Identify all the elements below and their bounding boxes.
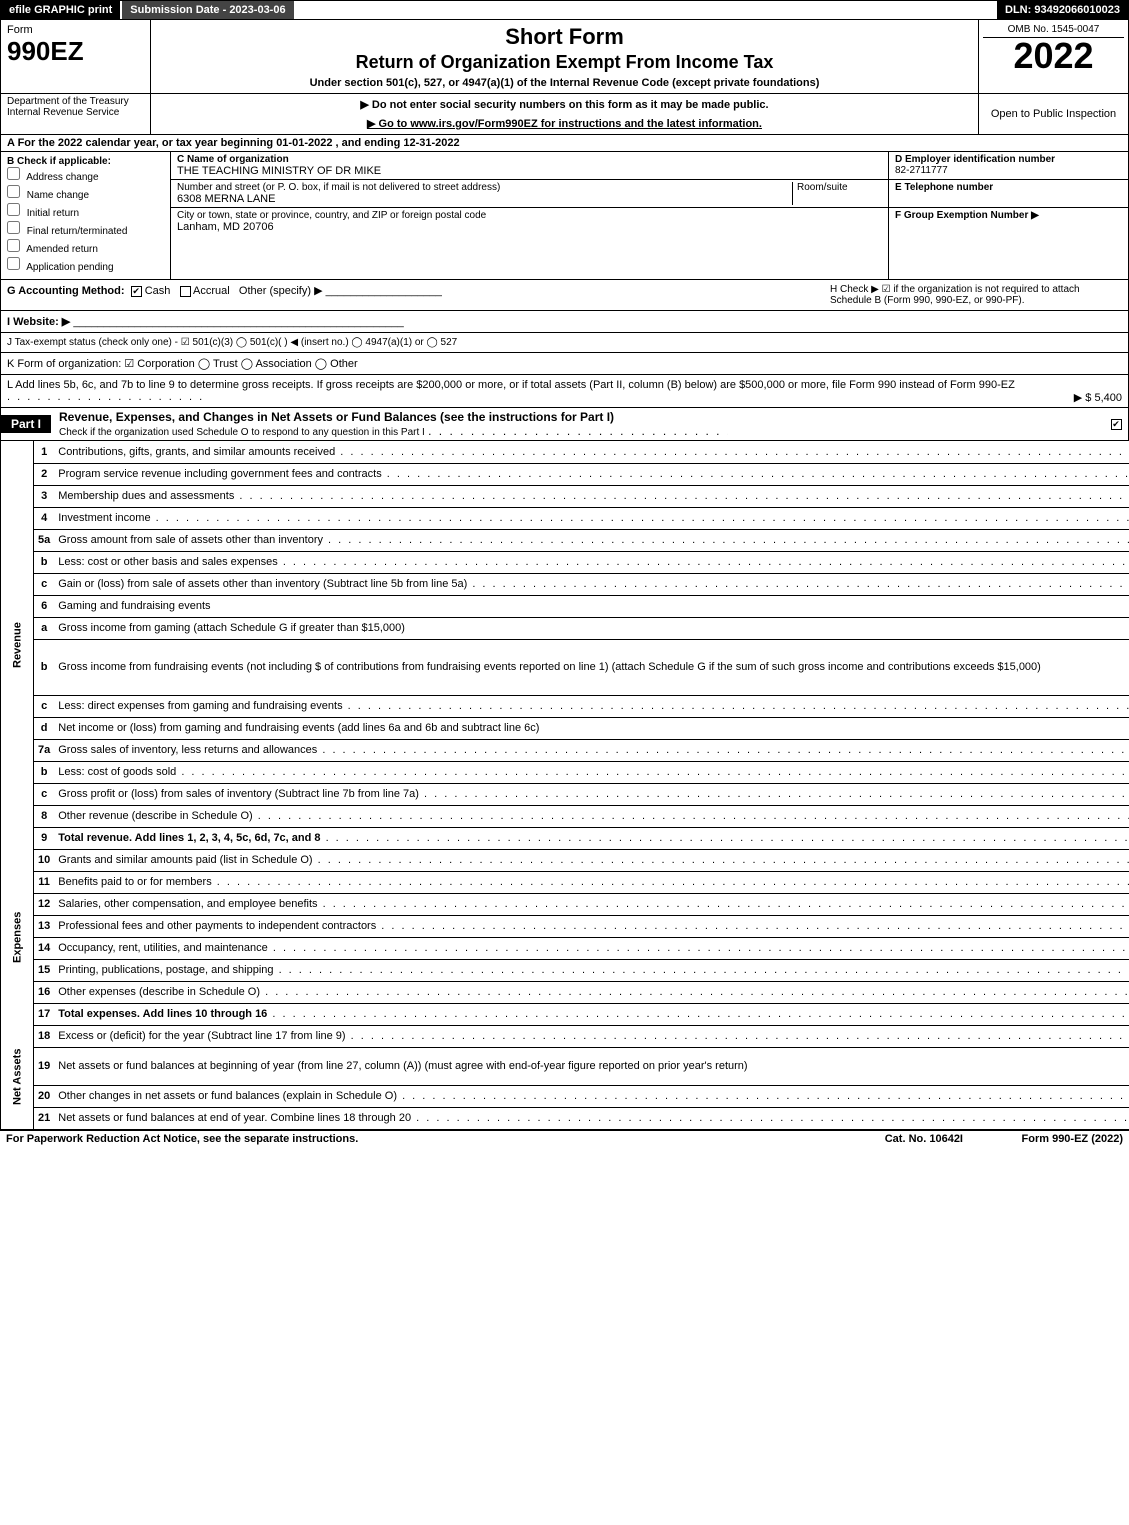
line-15-desc: Printing, publications, postage, and shi… [58, 964, 273, 976]
department-label: Department of the Treasury Internal Reve… [1, 94, 151, 134]
line-14-desc: Occupancy, rent, utilities, and maintena… [58, 942, 268, 954]
line-1-desc: Contributions, gifts, grants, and simila… [58, 446, 335, 458]
line-4-desc: Investment income [58, 512, 150, 524]
short-form-title: Short Form [159, 24, 970, 50]
header-right: OMB No. 1545-0047 2022 [978, 20, 1128, 93]
chk-accrual[interactable] [180, 286, 191, 297]
submission-date-label: Submission Date - 2023-03-06 [120, 1, 295, 19]
line-13-desc: Professional fees and other payments to … [58, 920, 376, 932]
line-6a-desc: Gross income from gaming (attach Schedul… [58, 622, 405, 634]
line-9-desc: Total revenue. Add lines 1, 2, 3, 4, 5c,… [58, 832, 320, 844]
dln-label: DLN: 93492066010023 [997, 1, 1128, 19]
header-instructions: ▶ Do not enter social security numbers o… [151, 94, 978, 134]
line-a-tax-year: A For the 2022 calendar year, or tax yea… [0, 134, 1129, 152]
open-public-label: Open to Public Inspection [979, 94, 1128, 134]
line-16-desc: Other expenses (describe in Schedule O) [58, 986, 260, 998]
chk-initial-return[interactable]: Initial return [7, 203, 164, 219]
line-i-website: I Website: ▶ ___________________________… [1, 311, 1128, 333]
chk-application-pending[interactable]: Application pending [7, 257, 164, 273]
line-7a-desc: Gross sales of inventory, less returns a… [58, 744, 317, 756]
goto-link[interactable]: ▶ Go to www.irs.gov/Form990EZ for instru… [367, 118, 762, 130]
form-word: Form [7, 24, 144, 36]
chk-amended-return[interactable]: Amended return [7, 239, 164, 255]
vlabel-expenses: Expenses [1, 849, 34, 1025]
e-phone-label: E Telephone number [895, 182, 1122, 193]
chk-address-change[interactable]: Address change [7, 167, 164, 183]
form-number: 990EZ [7, 38, 144, 64]
chk-name-change[interactable]: Name change [7, 185, 164, 201]
c-city-label: City or town, state or province, country… [177, 210, 882, 221]
lines-g-through-l: G Accounting Method: Cash Accrual Other … [0, 280, 1129, 408]
part-i-title: Revenue, Expenses, and Changes in Net As… [51, 408, 1104, 440]
part-i-checkbox[interactable] [1104, 418, 1128, 430]
d-ein-label: D Employer identification number [895, 154, 1122, 165]
org-street: 6308 MERNA LANE [177, 193, 792, 205]
c-room-label: Room/suite [797, 182, 882, 193]
line-h-schedule-b: H Check ▶ ☑ if the organization is not r… [822, 284, 1122, 306]
line-l-amount: ▶ $ 5,400 [1074, 391, 1122, 404]
d-ein-value: 82-2711777 [895, 165, 1122, 176]
efile-print-label[interactable]: efile GRAPHIC print [1, 1, 120, 19]
chk-final-return[interactable]: Final return/terminated [7, 221, 164, 237]
form-header: Form 990EZ Short Form Return of Organiza… [0, 20, 1129, 94]
chk-cash[interactable] [131, 286, 142, 297]
line-g-accounting: G Accounting Method: Cash Accrual Other … [7, 284, 822, 306]
line-k-org-form: K Form of organization: ☑ Corporation ◯ … [1, 353, 1128, 375]
f-group-label: F Group Exemption Number ▶ [895, 210, 1122, 221]
footer-cat-no: Cat. No. 10642I [885, 1133, 963, 1145]
line-2-desc: Program service revenue including govern… [58, 468, 381, 480]
line-7b-desc: Less: cost of goods sold [58, 766, 176, 778]
vlabel-net-assets: Net Assets [1, 1025, 34, 1129]
section-b-checkboxes: B Check if applicable: Address change Na… [1, 152, 171, 279]
line-5c-desc: Gain or (loss) from sale of assets other… [58, 578, 467, 590]
top-bar: efile GRAPHIC print Submission Date - 20… [0, 0, 1129, 20]
part-i-tag: Part I [1, 415, 51, 433]
line-20-desc: Other changes in net assets or fund bala… [58, 1090, 397, 1102]
line-7c-desc: Gross profit or (loss) from sales of inv… [58, 788, 419, 800]
line-11-desc: Benefits paid to or for members [58, 876, 211, 888]
line-10-desc: Grants and similar amounts paid (list in… [58, 854, 312, 866]
line-3-desc: Membership dues and assessments [58, 490, 234, 502]
line-5a-desc: Gross amount from sale of assets other t… [58, 534, 323, 546]
line-l-gross-receipts: L Add lines 5b, 6c, and 7b to line 9 to … [1, 375, 1128, 408]
open-public-box: Open to Public Inspection [978, 94, 1128, 134]
line-6d-desc: Net income or (loss) from gaming and fun… [58, 722, 539, 734]
section-b-label: B Check if applicable: [7, 156, 164, 167]
block-bcdef: B Check if applicable: Address change Na… [0, 152, 1129, 280]
line-6c-desc: Less: direct expenses from gaming and fu… [58, 700, 342, 712]
part-i-header: Part I Revenue, Expenses, and Changes in… [0, 408, 1129, 441]
line-18-desc: Excess or (deficit) for the year (Subtra… [58, 1030, 345, 1042]
line-12-desc: Salaries, other compensation, and employ… [58, 898, 317, 910]
page-footer: For Paperwork Reduction Act Notice, see … [0, 1130, 1129, 1147]
c-name-label: C Name of organization [177, 154, 882, 165]
section-c-org-info: C Name of organization THE TEACHING MINI… [171, 152, 888, 279]
no-ssn-warning: ▶ Do not enter social security numbers o… [155, 98, 974, 111]
section-def: D Employer identification number 82-2711… [888, 152, 1128, 279]
line-21-desc: Net assets or fund balances at end of ye… [58, 1112, 411, 1124]
line-6-desc: Gaming and fundraising events [58, 600, 210, 612]
line-19-desc: Net assets or fund balances at beginning… [58, 1060, 747, 1072]
line-6b-desc: Gross income from fundraising events (no… [58, 661, 1041, 673]
c-street-label: Number and street (or P. O. box, if mail… [177, 182, 792, 193]
part-i-lines-table: Revenue 1 Contributions, gifts, grants, … [0, 441, 1129, 1130]
vlabel-revenue: Revenue [1, 441, 34, 849]
header-center: Short Form Return of Organization Exempt… [151, 20, 978, 93]
tax-year: 2022 [983, 38, 1124, 74]
form-header-row2: Department of the Treasury Internal Reve… [0, 94, 1129, 134]
footer-form-id: Form 990-EZ (2022) [963, 1133, 1123, 1145]
header-left: Form 990EZ [1, 20, 151, 93]
footer-paperwork-notice: For Paperwork Reduction Act Notice, see … [6, 1133, 885, 1145]
line-5b-desc: Less: cost or other basis and sales expe… [58, 556, 278, 568]
line-j-tax-exempt: J Tax-exempt status (check only one) - ☑… [1, 333, 1128, 353]
main-title: Return of Organization Exempt From Incom… [159, 52, 970, 73]
under-section-text: Under section 501(c), 527, or 4947(a)(1)… [159, 77, 970, 89]
org-name: THE TEACHING MINISTRY OF DR MIKE [177, 165, 882, 177]
org-city: Lanham, MD 20706 [177, 221, 882, 233]
line-8-desc: Other revenue (describe in Schedule O) [58, 810, 252, 822]
line-17-desc: Total expenses. Add lines 10 through 16 [58, 1008, 267, 1020]
topbar-spacer [296, 1, 997, 19]
